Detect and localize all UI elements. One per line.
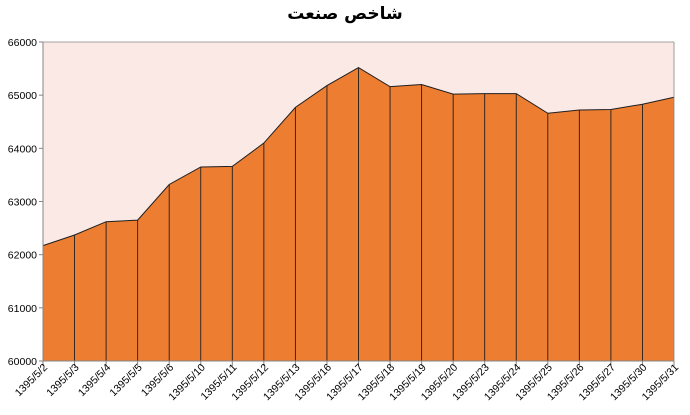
axis-layer xyxy=(39,41,675,366)
y-tick-label: 61000 xyxy=(8,303,37,315)
x-tick-label: 1395/5/3 xyxy=(44,362,81,399)
y-tick-label: 66000 xyxy=(8,37,37,49)
area-layer xyxy=(42,66,675,362)
y-tick-label: 62000 xyxy=(8,250,37,262)
y-tick-label: 60000 xyxy=(8,356,37,368)
x-tick-label: 1395/5/5 xyxy=(107,362,144,399)
y-tick-label: 65000 xyxy=(8,90,37,102)
x-tick-label: 1395/5/4 xyxy=(76,362,113,399)
chart-title: شاخص صنعت xyxy=(287,4,403,24)
y-tick-label: 64000 xyxy=(8,143,37,155)
series-line xyxy=(42,66,675,247)
y-tick-label: 63000 xyxy=(8,197,37,209)
